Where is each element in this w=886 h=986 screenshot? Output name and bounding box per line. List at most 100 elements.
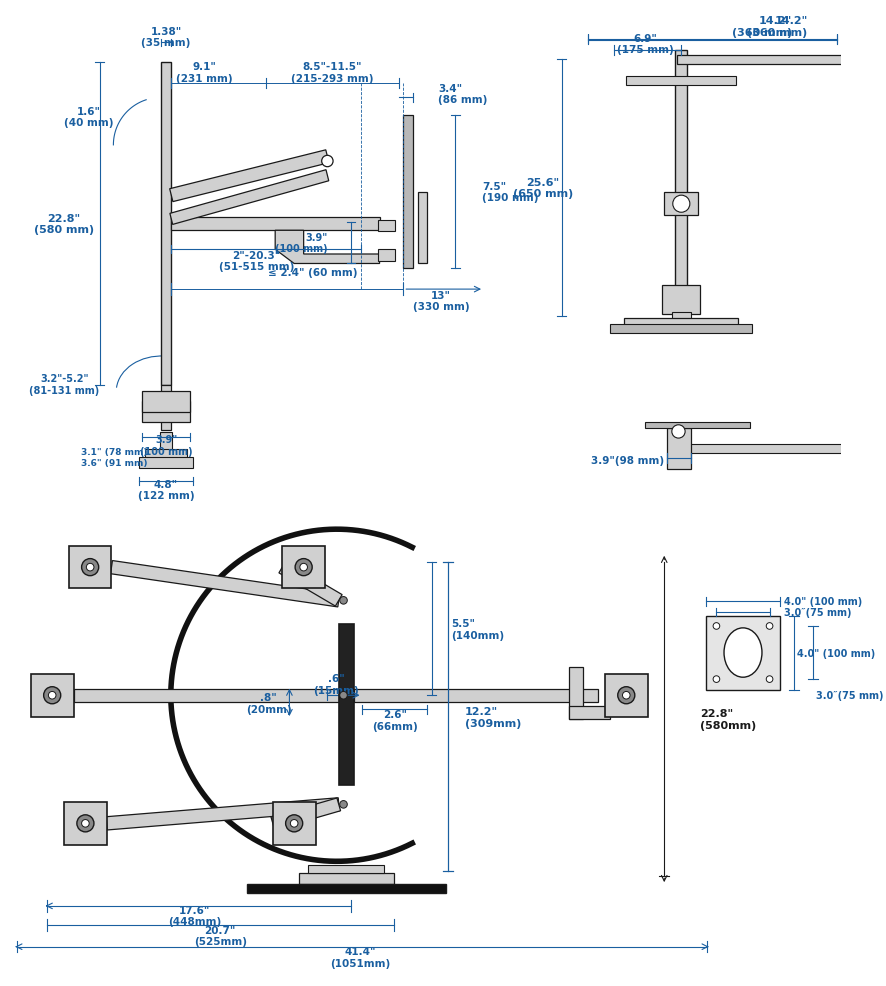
Text: 3.4"
(86 mm): 3.4" (86 mm) [439, 84, 488, 106]
Circle shape [299, 564, 307, 571]
Bar [610, 324, 752, 333]
Circle shape [82, 819, 89, 827]
Polygon shape [276, 231, 379, 264]
Bar [605, 674, 648, 717]
Bar [161, 386, 171, 430]
Text: 4.0" (100 mm): 4.0" (100 mm) [784, 597, 862, 606]
Text: 3.0″(75 mm): 3.0″(75 mm) [816, 690, 883, 700]
Bar [143, 391, 190, 412]
Text: 17.6"
(448mm): 17.6" (448mm) [168, 905, 222, 926]
Polygon shape [170, 171, 329, 225]
Bar [354, 689, 598, 702]
Ellipse shape [724, 628, 762, 677]
Text: 3.9"
(100 mm): 3.9" (100 mm) [140, 435, 192, 457]
Circle shape [672, 196, 690, 213]
Bar [283, 546, 325, 589]
Bar [377, 221, 395, 232]
Bar [64, 803, 106, 845]
Text: .8"
(20mm): .8" (20mm) [245, 692, 291, 714]
Bar [672, 313, 691, 325]
Text: 41.4"
(1051mm): 41.4" (1051mm) [330, 947, 391, 968]
Circle shape [86, 564, 94, 571]
Text: 14.2"
(360 mm): 14.2" (360 mm) [732, 16, 792, 37]
Circle shape [43, 687, 61, 704]
Bar [308, 866, 385, 873]
Polygon shape [106, 798, 339, 830]
Bar [299, 873, 393, 884]
Circle shape [339, 692, 347, 699]
Bar [706, 616, 780, 690]
Bar [645, 423, 750, 428]
Circle shape [285, 815, 303, 832]
Bar [664, 193, 698, 216]
Text: 8.5"-11.5"
(215-293 mm): 8.5"-11.5" (215-293 mm) [291, 62, 373, 84]
Text: 20.7"
(525mm): 20.7" (525mm) [194, 925, 246, 947]
Circle shape [322, 156, 333, 168]
Bar [273, 803, 315, 845]
Bar [667, 428, 691, 470]
Polygon shape [271, 799, 340, 830]
Bar [246, 884, 446, 892]
Polygon shape [170, 151, 329, 202]
Circle shape [766, 623, 773, 630]
Text: 1.6"
(40 mm): 1.6" (40 mm) [65, 106, 114, 128]
Bar [663, 286, 700, 315]
Bar [69, 546, 112, 589]
Circle shape [842, 51, 860, 70]
Text: 3.9"(98 mm): 3.9"(98 mm) [591, 456, 664, 465]
Text: 3.9"
(100 mm): 3.9" (100 mm) [275, 233, 327, 254]
Text: 22.8"
(580mm): 22.8" (580mm) [700, 709, 757, 730]
Circle shape [339, 597, 347, 604]
Polygon shape [279, 562, 342, 606]
Bar [143, 401, 190, 423]
Circle shape [82, 559, 98, 576]
Circle shape [713, 623, 719, 630]
Circle shape [49, 692, 56, 699]
Text: ≤ 2.4" (60 mm): ≤ 2.4" (60 mm) [268, 268, 357, 278]
Bar [677, 55, 843, 65]
Text: 12.2"
(309mm): 12.2" (309mm) [465, 707, 521, 728]
Bar [570, 706, 610, 719]
Text: 3.1" (78 mm): 3.1" (78 mm) [81, 448, 147, 457]
Text: 9.1"
(231 mm): 9.1" (231 mm) [175, 62, 232, 84]
Text: 25.6"
(650 mm): 25.6" (650 mm) [513, 177, 573, 199]
Bar [844, 436, 871, 462]
Text: 3.0″(75 mm): 3.0″(75 mm) [784, 607, 851, 617]
Circle shape [618, 687, 635, 704]
Bar [161, 63, 171, 386]
Text: 7.5"
(190 mm): 7.5" (190 mm) [482, 181, 539, 203]
Bar [139, 458, 192, 469]
Text: 3.6" (91 mm): 3.6" (91 mm) [81, 458, 147, 467]
Text: 3.2"-5.2"
(81-131 mm): 3.2"-5.2" (81-131 mm) [29, 374, 99, 395]
Bar [338, 624, 354, 786]
Text: 1.38"
(35 mm): 1.38" (35 mm) [142, 27, 190, 48]
Circle shape [295, 559, 312, 576]
Circle shape [339, 801, 347, 809]
Circle shape [77, 815, 94, 832]
Bar [867, 451, 886, 457]
Text: 6.9"
(175 mm): 6.9" (175 mm) [617, 34, 673, 55]
Bar [145, 450, 187, 459]
Text: 4.8"
(122 mm): 4.8" (122 mm) [137, 479, 194, 501]
Polygon shape [111, 561, 339, 607]
Bar [403, 115, 413, 269]
Text: 2.6"
(66mm): 2.6" (66mm) [372, 709, 417, 731]
Text: 14.2"
(360 mm): 14.2" (360 mm) [747, 16, 807, 37]
Bar [417, 193, 427, 264]
Circle shape [713, 676, 719, 682]
Bar [675, 51, 688, 317]
Bar [377, 250, 395, 261]
Bar [31, 674, 74, 717]
Bar [570, 668, 583, 719]
Text: 13"
(330 mm): 13" (330 mm) [413, 291, 470, 312]
Bar [171, 218, 379, 231]
Bar [683, 445, 850, 454]
Text: 4.0" (100 mm): 4.0" (100 mm) [797, 648, 875, 658]
Bar [625, 318, 738, 325]
Bar [867, 442, 886, 448]
Text: 2"-20.3"
(51-515 mm): 2"-20.3" (51-515 mm) [219, 250, 294, 272]
Circle shape [291, 819, 298, 827]
Text: .6"
(15mm): .6" (15mm) [313, 673, 359, 695]
Polygon shape [74, 689, 338, 702]
Circle shape [766, 676, 773, 682]
